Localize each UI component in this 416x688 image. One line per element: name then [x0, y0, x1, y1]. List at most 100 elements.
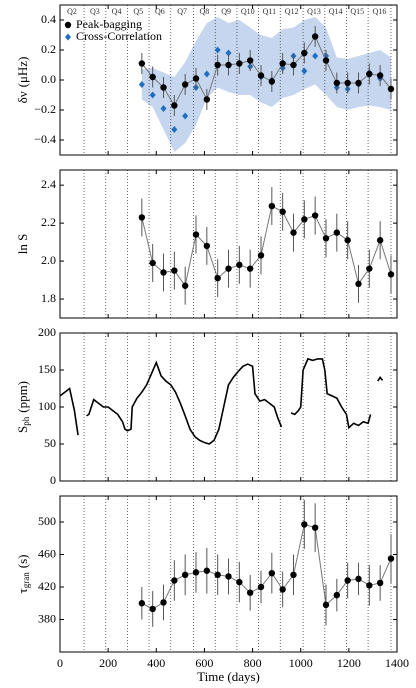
diamond-marker — [225, 49, 232, 57]
quarter-label: Q6 — [155, 7, 165, 16]
circle-marker — [366, 265, 373, 272]
frame — [59, 4, 398, 156]
quarter-label: Q9 — [221, 7, 231, 16]
uncertainty-band — [141, 17, 391, 152]
line — [59, 357, 384, 445]
circle-marker — [171, 102, 178, 109]
panel: 500 460 420 380 0 200 400 600 800 1000 1200 1400 τgr… — [15, 495, 409, 684]
quarter-label: Q11 — [263, 7, 276, 16]
circle-marker — [149, 259, 156, 267]
y-axis-label: ln S — [15, 234, 30, 255]
y-label-part: ph — [21, 416, 31, 426]
quarter-label: Q2 — [67, 7, 77, 16]
circle-marker — [257, 252, 265, 259]
circle-marker — [138, 214, 146, 221]
circle-marker — [355, 79, 362, 87]
circle-marker — [138, 600, 146, 607]
y-tick-label: −0.2 — [34, 102, 56, 116]
circle-marker — [301, 49, 308, 57]
circle-marker — [333, 591, 341, 599]
y-tick-label: 100 — [38, 399, 56, 413]
quarter-label: Q14 — [329, 7, 343, 16]
y-label-part: gran — [21, 572, 31, 588]
circle-marker — [268, 78, 276, 85]
circle-marker — [225, 265, 232, 272]
circle-marker — [268, 202, 276, 210]
y-axis-label: τgran (s) — [15, 555, 31, 594]
quarter-label: Q10 — [241, 7, 255, 16]
y-tick-label: 50 — [44, 436, 56, 450]
y-tick-label: 460 — [38, 546, 56, 560]
x-tick-label: 200 — [99, 656, 117, 670]
y-label-part: δν — [15, 91, 30, 103]
x-tick-label: 0 — [57, 656, 63, 670]
circle-marker — [366, 70, 373, 78]
quarter-label: Q16 — [373, 7, 387, 16]
circle-marker — [160, 84, 167, 91]
x-tick-label: 1400 — [385, 656, 409, 670]
y-label-part: (s) — [15, 555, 30, 569]
y-axis-label: δν (μHz) — [15, 57, 30, 104]
circle-marker — [246, 57, 254, 64]
x-tick-label: 1200 — [337, 656, 361, 670]
y-label-part: S — [15, 426, 30, 433]
circle-marker — [225, 61, 232, 69]
circle-marker — [160, 269, 167, 276]
x-axis-label: Time (days) — [197, 669, 260, 684]
circle-marker — [214, 571, 221, 579]
circle-marker — [333, 79, 341, 87]
circle-marker — [301, 521, 308, 528]
circle-marker — [236, 578, 243, 586]
y-label-part: (μHz) — [15, 57, 30, 88]
diamond-marker — [312, 52, 319, 60]
circle-marker — [160, 599, 167, 606]
circle-marker — [344, 237, 351, 244]
circle-marker — [376, 579, 384, 587]
circle-marker — [322, 235, 330, 242]
diamond-marker — [203, 70, 210, 78]
legend-marker — [64, 21, 72, 29]
circle-marker — [192, 231, 200, 238]
diamond-marker — [149, 91, 156, 99]
circle-marker — [181, 81, 189, 88]
y-tick-label: 500 — [38, 514, 56, 528]
circle-marker — [290, 571, 297, 579]
circle-marker — [290, 229, 297, 236]
circle-marker — [279, 208, 286, 215]
circle-marker — [311, 212, 319, 219]
circle-marker — [322, 601, 330, 609]
panel: Q2 Q3 Q4 Q5 Q6 Q7 Q8 Q9 Q10 Q11 Q12 Q13 Q14 Q15 Q16 0.4… — [15, 4, 398, 156]
circle-marker — [236, 60, 243, 67]
circle-marker — [355, 575, 362, 583]
circle-marker — [387, 271, 395, 278]
circle-marker — [387, 85, 395, 93]
circle-marker — [290, 61, 297, 69]
x-tick-label: 400 — [147, 656, 165, 670]
quarter-label: Q4 — [112, 7, 122, 16]
frame — [59, 495, 398, 653]
quarter-label: Q8 — [200, 7, 210, 16]
y-tick-label: −0.4 — [34, 132, 56, 146]
frame — [59, 169, 398, 319]
circle-marker — [192, 75, 200, 82]
circle-marker — [355, 280, 362, 288]
y-tick-label: 2.0 — [41, 253, 56, 267]
circle-marker — [333, 229, 341, 236]
y-tick-label: 1.8 — [41, 291, 56, 305]
circle-marker — [387, 555, 395, 562]
circle-marker — [279, 586, 286, 593]
circle-marker — [236, 261, 243, 269]
panel: 2.4 2.2 2.0 1.8 ln S — [15, 169, 398, 319]
circle-marker — [268, 569, 276, 577]
circle-marker — [192, 569, 200, 576]
quarter-label: Q13 — [307, 7, 321, 16]
y-label-part: ln S — [15, 234, 30, 255]
circle-marker — [376, 237, 384, 244]
frame — [59, 332, 398, 482]
diamond-marker — [214, 46, 221, 54]
y-tick-label: 0.0 — [41, 72, 56, 86]
quarter-label: Q3 — [90, 7, 100, 16]
circle-marker — [171, 267, 178, 274]
connector-line — [141, 523, 392, 610]
